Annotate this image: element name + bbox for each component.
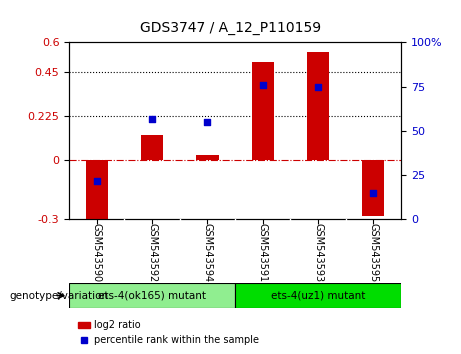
Text: genotype/variation: genotype/variation <box>9 291 108 301</box>
Text: ets-4(uz1) mutant: ets-4(uz1) mutant <box>271 291 365 301</box>
Text: GSM543590: GSM543590 <box>92 223 102 282</box>
Point <box>148 116 156 121</box>
Text: GSM543595: GSM543595 <box>368 223 378 282</box>
Text: ets-4(ok165) mutant: ets-4(ok165) mutant <box>98 291 206 301</box>
Legend: log2 ratio, percentile rank within the sample: log2 ratio, percentile rank within the s… <box>74 316 263 349</box>
FancyBboxPatch shape <box>235 283 401 308</box>
Bar <box>307 52 329 160</box>
Bar <box>141 135 163 160</box>
Text: GSM543594: GSM543594 <box>202 223 213 282</box>
Point <box>93 178 100 183</box>
Point <box>314 84 322 90</box>
Bar <box>252 62 274 160</box>
Text: GSM543592: GSM543592 <box>147 223 157 282</box>
Text: GSM543591: GSM543591 <box>258 223 268 282</box>
Bar <box>86 160 108 223</box>
FancyBboxPatch shape <box>69 283 235 308</box>
Text: GSM543593: GSM543593 <box>313 223 323 282</box>
Point <box>204 119 211 125</box>
Point <box>370 190 377 196</box>
Bar <box>196 155 219 160</box>
Text: GDS3747 / A_12_P110159: GDS3747 / A_12_P110159 <box>140 21 321 35</box>
Point <box>259 82 266 88</box>
Bar <box>362 160 384 216</box>
